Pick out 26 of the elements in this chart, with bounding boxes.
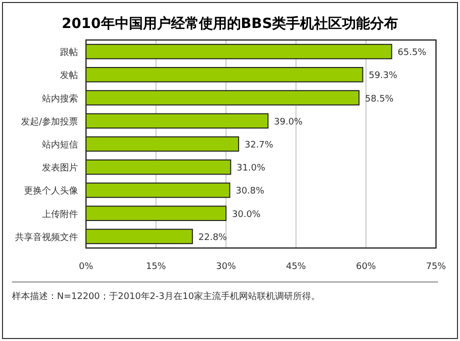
tick-label: 15% [146,262,166,272]
data-label: 22.8% [198,232,227,243]
category-label: 发帖 [60,71,78,82]
data-label: 31.0% [236,164,266,174]
tick-label: 45% [286,262,306,272]
tick-label: 60% [356,262,376,272]
data-label: 59.3% [368,71,398,82]
data-label: 39.0% [274,117,303,128]
data-label: 58.5% [365,94,394,104]
data-label: 30.0% [232,210,261,220]
category-label: 更换个人头像 [24,186,78,197]
annotation: 样本描述：N=12200；于2010年2-3月在10家主流手机网站联机调研所得。 [12,292,320,302]
tick-label: 0% [78,262,94,272]
data-label: 32.7% [244,140,274,150]
category-label: 上传附件 [42,210,78,220]
tick-label: 30% [216,262,236,272]
category-label: 站内搜索 [42,94,78,104]
category-label: 发起/参加投票 [20,117,78,128]
category-label: 跟帖 [60,48,78,58]
title: 2010年中国用户经常使用的BBS类手机社区功能分布 [62,16,398,32]
data-label: 65.5% [398,48,426,58]
data-label: 30.8% [236,186,264,197]
category-label: 站内短信 [42,140,78,150]
category-label: 发表图片 [42,164,78,174]
category-label: 共享音视频文件 [15,232,78,243]
tick-label: 75% [426,262,446,272]
